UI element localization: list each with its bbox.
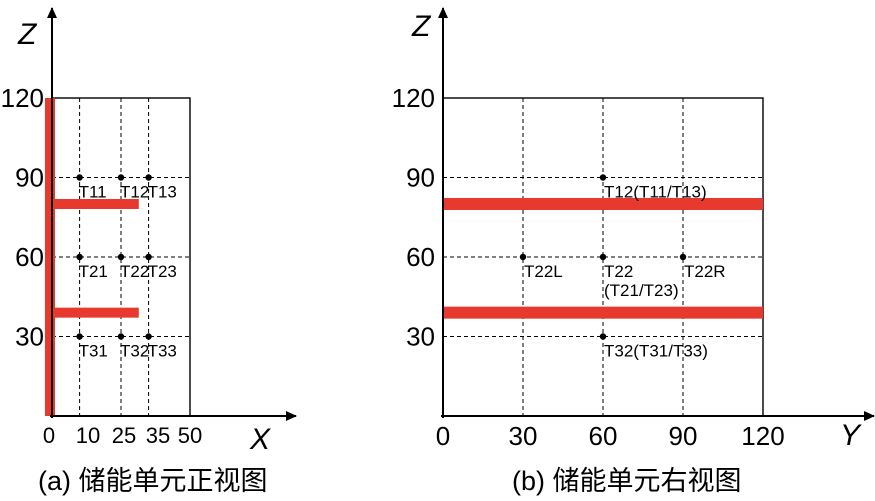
side-view-z-tick-labels: 120 90 60 30 [392, 83, 435, 352]
side-view-y-axis-name: Y [840, 419, 862, 452]
y-tick-label: 60 [589, 421, 618, 451]
point-label: T21 [79, 262, 108, 281]
point-label: T22R [684, 262, 726, 281]
point-t33 [145, 333, 152, 340]
front-view-z-tick-labels: 120 90 60 30 [1, 83, 44, 352]
point-label-secondary: (T21/T23) [604, 281, 679, 300]
point-t13 [145, 174, 152, 181]
y-tick-label: 120 [741, 421, 784, 451]
x-tick-label: 35 [146, 423, 170, 448]
point-t21 [76, 253, 83, 261]
point-t22 [117, 253, 125, 261]
point-label: T22 [604, 262, 633, 281]
side-view-y-tick-labels: 0 30 60 90 120 [436, 421, 785, 451]
point-t22r [679, 253, 687, 261]
z-tick-label: 120 [392, 83, 435, 113]
heater-horizontal-0 [443, 198, 763, 210]
side-view-panel: Z Y 120 90 60 30 0 30 60 90 120 T12(T11/T13) T22… [392, 7, 875, 496]
point-label: T22L [524, 262, 563, 281]
side-view-z-axis-name: Z [411, 10, 432, 43]
x-tick-label: 50 [178, 423, 202, 448]
z-tick-label: 60 [406, 242, 435, 272]
point-t22l [519, 253, 527, 261]
z-tick-label: 90 [15, 163, 44, 193]
point-label: T33 [148, 342, 177, 361]
side-view-caption: (b) 储能单元右视图 [512, 466, 742, 496]
point-t12 [117, 174, 125, 181]
z-tick-label: 60 [15, 242, 44, 272]
heater-vertical [45, 98, 55, 416]
point-t32-t31-t33- [599, 333, 607, 340]
x-tick-label: 25 [112, 423, 136, 448]
z-tick-label: 90 [406, 163, 435, 193]
point-t11 [76, 174, 83, 181]
point-label: T12(T11/T13) [604, 183, 707, 202]
side-view-grid [443, 98, 763, 416]
front-view-caption: (a) 储能单元正视图 [38, 466, 268, 496]
point-t32 [117, 333, 125, 340]
point-label: T32 [120, 342, 149, 361]
side-view-points: T12(T11/T13) T22L T22(T21/T23) T22R T32(T31/… [519, 174, 726, 361]
y-tick-label: 30 [509, 421, 538, 451]
point-label: T22 [120, 262, 149, 281]
side-view-heaters [443, 198, 763, 319]
point-label: T11 [79, 183, 107, 202]
point-t22 [599, 253, 607, 261]
x-tick-label: 10 [76, 423, 100, 448]
front-view-z-axis-name: Z [17, 18, 38, 51]
front-view-heaters [45, 98, 139, 416]
heater-horizontal-2 [54, 307, 139, 318]
z-tick-label: 30 [406, 322, 435, 352]
point-label: T32(T31/T33) [604, 342, 708, 361]
heater-horizontal-1 [443, 306, 763, 319]
front-view-grid [52, 98, 190, 416]
point-t31 [76, 333, 83, 340]
y-tick-label: 0 [436, 421, 450, 451]
point-label: T31 [79, 342, 108, 361]
heater-horizontal-1 [54, 199, 139, 209]
y-tick-label: 90 [669, 421, 698, 451]
point-t12-t11-t13- [599, 174, 607, 181]
point-label: T12 [120, 183, 149, 202]
z-tick-label: 30 [15, 322, 44, 352]
point-label: T13 [148, 183, 177, 202]
point-label: T23 [148, 262, 177, 281]
point-t23 [145, 253, 152, 261]
front-view-x-axis-name: X [249, 423, 271, 456]
x-tick-label: 0 [43, 423, 55, 448]
front-view-x-tick-labels: 0 10 25 35 50 [43, 423, 202, 448]
z-tick-label: 120 [1, 83, 44, 113]
